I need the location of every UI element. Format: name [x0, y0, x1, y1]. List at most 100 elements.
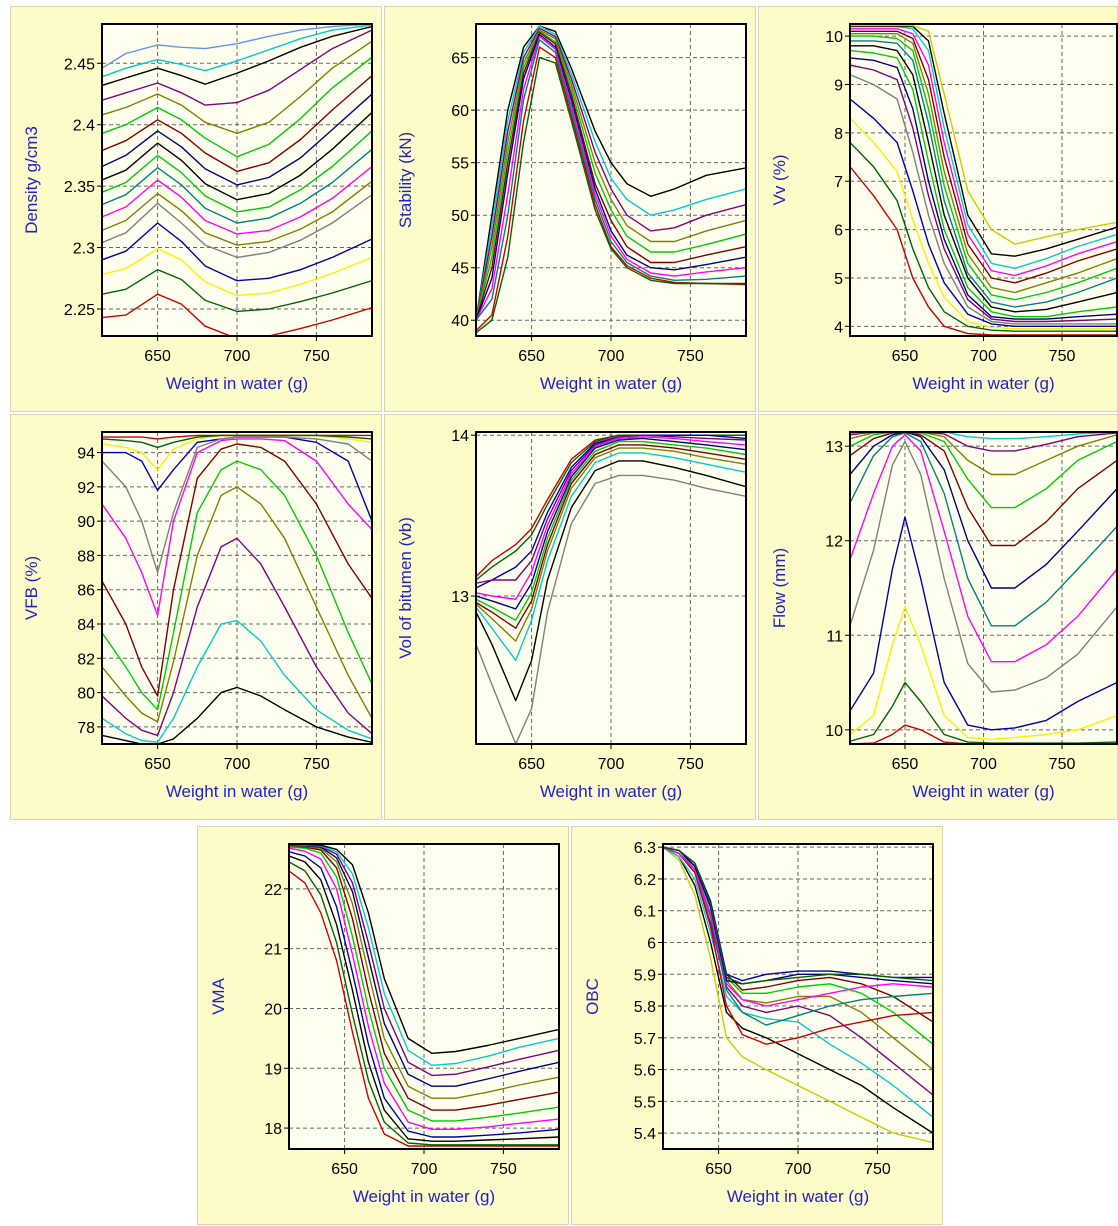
series-line-7 — [289, 845, 559, 1111]
y-tick-label: 6 — [834, 223, 843, 240]
x-tick-label: 650 — [144, 348, 171, 365]
y-tick-label: 40 — [451, 313, 469, 330]
x-tick-label: 700 — [411, 1161, 438, 1178]
gridlines — [850, 24, 1117, 336]
series-line-11 — [476, 56, 746, 334]
x-tick-label: 750 — [303, 756, 330, 773]
series-line-2 — [102, 619, 372, 743]
series-line-6 — [850, 64, 1117, 323]
x-axis-label: Weight in water (g) — [540, 782, 682, 801]
series-line-6 — [476, 437, 746, 610]
series-group — [476, 25, 746, 334]
series-line-8 — [476, 35, 746, 321]
x-tick-label: 650 — [331, 1161, 358, 1178]
series-line-14 — [102, 40, 372, 135]
series-line-3 — [476, 27, 746, 321]
series-line-12 — [850, 432, 1117, 452]
series-line-18 — [102, 24, 372, 69]
gridlines — [102, 432, 372, 744]
chart-panel-vfb: 650 700 750 78 80 82 84 86 88 90 92 94 Weight in wat… — [10, 414, 382, 820]
series-line-7 — [850, 432, 1117, 627]
series-line-13 — [850, 432, 1117, 440]
chart-vfb: 650 700 750 78 80 82 84 86 88 90 92 94 Weight in wat… — [22, 431, 373, 801]
x-tick-label: 700 — [224, 348, 251, 365]
x-axis-label: Weight in water (g) — [727, 1187, 869, 1206]
y-tick-label: 10 — [825, 29, 843, 46]
y-axis-label: Density g/cm3 — [22, 126, 41, 234]
series-line-12 — [289, 844, 559, 1055]
chart-vma: 650 700 750 18 19 20 21 22 Weight in water (g) VM… — [209, 843, 560, 1206]
series-line-1 — [476, 25, 746, 321]
y-tick-label: 86 — [77, 583, 95, 600]
y-tick-label: 6 — [647, 935, 656, 952]
y-axis-label: VMA — [209, 977, 228, 1015]
series-line-8 — [850, 432, 1117, 589]
series-line-5 — [102, 194, 372, 259]
y-axis-label: VFB (%) — [22, 556, 41, 620]
series-line-13 — [663, 846, 933, 985]
series-line-17 — [102, 24, 372, 78]
y-tick-label: 5.5 — [634, 1094, 656, 1111]
x-axis-label: Weight in water (g) — [912, 374, 1054, 393]
gridlines — [289, 844, 559, 1149]
series-line-12 — [102, 75, 372, 173]
x-axis-label: Weight in water (g) — [166, 374, 308, 393]
chart-vv: 650 700 750 4 5 6 7 8 9 10 Weight in water (g) Vv (… — [770, 23, 1118, 393]
chart-panel-obc: 650 700 750 5.4 5.5 5.6 5.7 5.8 5.9 6 6.1 6.2 6.3 Wei… — [571, 826, 943, 1225]
y-tick-label: 92 — [77, 480, 95, 497]
y-tick-label: 13 — [451, 589, 469, 606]
y-tick-label: 2.35 — [64, 179, 95, 196]
y-tick-label: 94 — [77, 446, 95, 463]
x-tick-label: 650 — [892, 348, 919, 365]
chart-panel-vma: 650 700 750 18 19 20 21 22 Weight in water (g) VM… — [197, 826, 569, 1225]
series-line-8 — [850, 49, 1117, 318]
series-line-3 — [850, 606, 1117, 740]
y-tick-label: 8 — [834, 126, 843, 143]
series-line-6 — [102, 443, 372, 697]
y-tick-label: 55 — [451, 156, 469, 173]
series-line-11 — [850, 35, 1117, 301]
series-line-10 — [102, 111, 372, 201]
y-tick-label: 5.8 — [634, 999, 656, 1016]
x-tick-label: 700 — [224, 756, 251, 773]
series-line-1 — [289, 870, 559, 1147]
y-tick-label: 14 — [451, 428, 469, 445]
y-tick-label: 2.3 — [73, 241, 95, 258]
x-tick-label: 750 — [303, 348, 330, 365]
series-line-10 — [850, 40, 1117, 308]
series-group — [476, 434, 746, 744]
y-tick-label: 20 — [264, 1001, 282, 1018]
y-tick-label: 9 — [834, 77, 843, 94]
series-line-11 — [476, 460, 746, 702]
x-tick-label: 650 — [892, 756, 919, 773]
y-tick-label: 88 — [77, 548, 95, 565]
series-line-12 — [850, 33, 1117, 294]
y-tick-label: 82 — [77, 651, 95, 668]
series-line-11 — [102, 93, 372, 186]
series-line-4 — [102, 222, 372, 282]
y-axis-label: OBC — [583, 978, 602, 1015]
series-line-5 — [850, 74, 1117, 325]
series-group — [102, 24, 372, 336]
series-line-3 — [476, 434, 746, 589]
series-line-17 — [850, 24, 1117, 245]
y-tick-label: 21 — [264, 942, 282, 959]
series-line-16 — [102, 25, 372, 87]
chart-flow: 650 700 750 10 11 12 13 Weight in water (g) Flow… — [770, 431, 1118, 801]
series-line-9 — [476, 39, 746, 321]
y-tick-label: 60 — [451, 103, 469, 120]
series-line-4 — [476, 434, 746, 584]
y-tick-label: 65 — [451, 51, 469, 68]
series-line-8 — [476, 444, 746, 629]
y-tick-label: 80 — [77, 686, 95, 703]
y-tick-label: 84 — [77, 617, 95, 634]
gridlines — [850, 432, 1117, 744]
series-line-7 — [476, 440, 746, 621]
x-axis-label: Weight in water (g) — [166, 782, 308, 801]
x-axis-label: Weight in water (g) — [912, 782, 1054, 801]
x-tick-label: 700 — [970, 756, 997, 773]
x-tick-label: 650 — [144, 756, 171, 773]
y-tick-label: 6.1 — [634, 904, 656, 921]
series-line-2 — [476, 25, 746, 321]
series-line-8 — [663, 846, 933, 1045]
